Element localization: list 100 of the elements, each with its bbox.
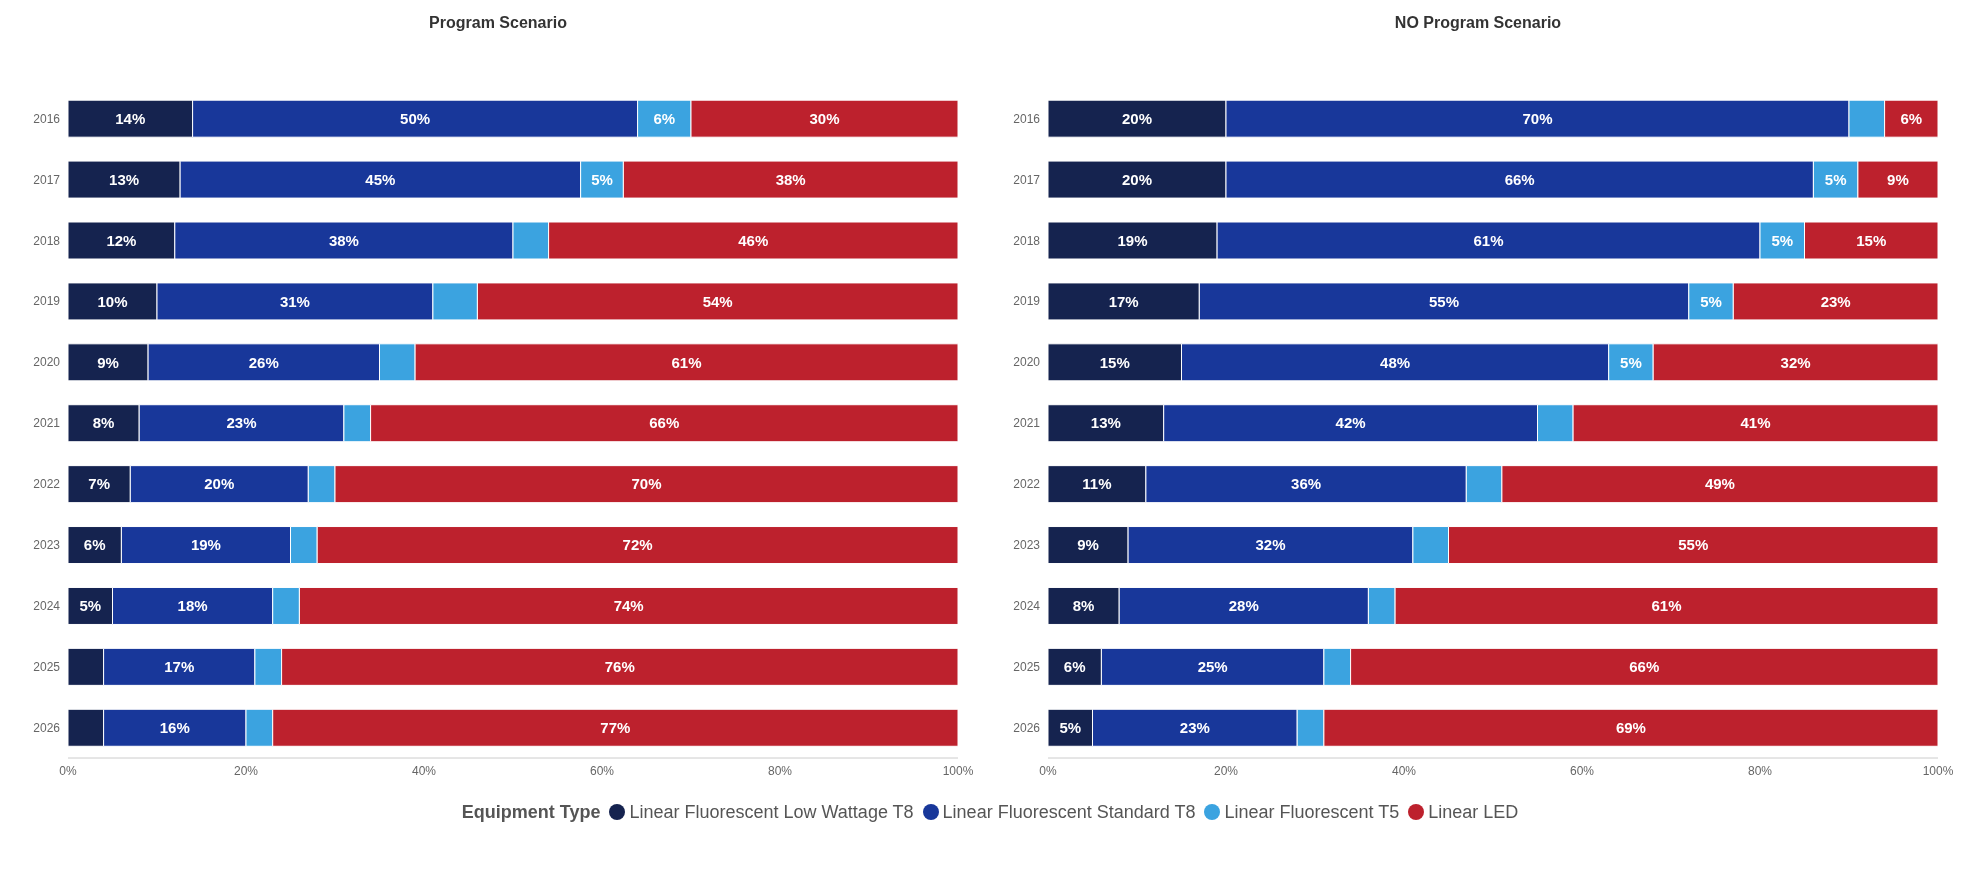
data-label: 72%	[622, 536, 653, 554]
data-label: 32%	[1780, 353, 1811, 371]
y-tick-label: 2020	[33, 355, 61, 370]
x-tick-label: 40%	[411, 763, 437, 778]
x-tick-label: 20%	[233, 763, 259, 778]
data-label: 5%	[1771, 231, 1794, 249]
data-label: 5%	[1824, 170, 1847, 188]
y-tick-label: 2016	[1013, 111, 1041, 126]
data-label: 66%	[649, 414, 680, 432]
data-label: 74%	[613, 597, 644, 615]
y-tick-label: 2016	[33, 111, 61, 126]
data-label: 5%	[1059, 719, 1082, 737]
x-tick-label: 80%	[767, 763, 793, 778]
y-tick-label: 2023	[1013, 538, 1041, 553]
data-label: 19%	[1117, 231, 1148, 249]
y-tick-label: 2022	[1013, 477, 1041, 492]
data-label: 28%	[1228, 597, 1259, 615]
y-tick-label: 2024	[33, 598, 61, 613]
data-label: 23%	[1179, 719, 1210, 737]
y-tick-label: 2026	[1013, 720, 1041, 735]
y-tick-label: 2021	[33, 416, 61, 431]
y-tick-label: 2018	[1013, 233, 1041, 248]
y-tick-label: 2017	[33, 172, 61, 187]
x-tick-label: 20%	[1213, 763, 1239, 778]
x-tick-label: 40%	[1391, 763, 1417, 778]
data-label: 41%	[1740, 414, 1771, 432]
legend-label: Linear LED	[1427, 802, 1519, 822]
y-tick-label: 2023	[33, 538, 61, 553]
data-label: 9%	[97, 353, 119, 371]
data-label: 11%	[1082, 475, 1112, 493]
data-label: 70%	[631, 475, 662, 493]
x-tick-label: 60%	[1569, 763, 1595, 778]
data-label: 7%	[88, 475, 110, 493]
data-label: 9%	[1077, 536, 1099, 554]
data-label: 20%	[1121, 109, 1153, 127]
data-label: 5%	[1700, 292, 1722, 310]
data-label: 31%	[279, 292, 310, 310]
legend-title: Equipment Type	[461, 802, 601, 822]
data-label: 32%	[1255, 536, 1286, 554]
data-label: 48%	[1380, 353, 1411, 371]
data-label: 18%	[177, 597, 208, 615]
y-tick-label: 2025	[1013, 659, 1041, 674]
data-label: 8%	[1072, 597, 1095, 615]
legend-label: Linear Fluorescent T5	[1223, 802, 1400, 822]
legend-label: Linear Fluorescent Low Wattage T8	[628, 802, 914, 822]
data-label: 66%	[1629, 658, 1660, 676]
x-tick-label: 0%	[1039, 763, 1057, 778]
data-label: 17%	[1108, 292, 1139, 310]
y-tick-label: 2019	[33, 294, 61, 309]
data-label: 20%	[1121, 170, 1153, 188]
data-label: 6%	[653, 109, 676, 127]
y-tick-label: 2022	[33, 477, 61, 492]
data-label: 30%	[809, 109, 840, 127]
data-label: 38%	[775, 170, 806, 188]
data-label: 6%	[1900, 109, 1923, 127]
x-tick-label: 60%	[589, 763, 615, 778]
data-label: 14%	[115, 109, 146, 127]
data-label: 66%	[1504, 170, 1535, 188]
data-label: 38%	[328, 231, 359, 249]
x-tick-label: 80%	[1747, 763, 1773, 778]
data-label: 55%	[1429, 292, 1460, 310]
data-label: 15%	[1099, 353, 1130, 371]
data-label: 15%	[1856, 231, 1887, 249]
x-tick-label: 100%	[1922, 763, 1954, 778]
data-label: 49%	[1704, 475, 1735, 493]
x-tick-label: 0%	[59, 763, 77, 778]
data-label: 19%	[190, 536, 221, 554]
data-label: 36%	[1291, 475, 1322, 493]
data-label: 61%	[1651, 597, 1682, 615]
data-label: 8%	[92, 414, 115, 432]
data-label: 20%	[204, 475, 235, 493]
data-label: 42%	[1335, 414, 1366, 432]
y-tick-label: 2024	[1013, 598, 1041, 613]
y-tick-label: 2026	[33, 720, 61, 735]
y-tick-label: 2020	[1013, 355, 1041, 370]
data-label: 76%	[604, 658, 635, 676]
data-label: 54%	[702, 292, 733, 310]
data-label: 23%	[226, 414, 257, 432]
data-label: 13%	[1090, 414, 1121, 432]
data-label: 6%	[83, 536, 106, 554]
y-tick-label: 2025	[33, 659, 61, 674]
data-label: 45%	[365, 170, 396, 188]
data-label: 5%	[591, 170, 613, 188]
data-label: 13%	[109, 170, 140, 188]
data-label: 5%	[1620, 353, 1642, 371]
data-label: 46%	[738, 231, 769, 249]
data-label: 12%	[106, 231, 137, 249]
data-label: 23%	[1820, 292, 1851, 310]
x-tick-label: 100%	[942, 763, 974, 778]
chart-title: NO Program Scenario	[1393, 13, 1563, 33]
data-label: 77%	[600, 719, 631, 737]
y-tick-label: 2018	[33, 233, 61, 248]
data-label: 16%	[159, 719, 190, 737]
y-tick-label: 2019	[1013, 294, 1041, 309]
legend-label: Linear Fluorescent Standard T8	[941, 802, 1196, 822]
data-label: 9%	[1887, 170, 1909, 188]
y-tick-label: 2017	[1013, 172, 1041, 187]
data-label: 10%	[97, 292, 128, 310]
data-label: 55%	[1678, 536, 1709, 554]
data-label: 70%	[1522, 109, 1553, 127]
